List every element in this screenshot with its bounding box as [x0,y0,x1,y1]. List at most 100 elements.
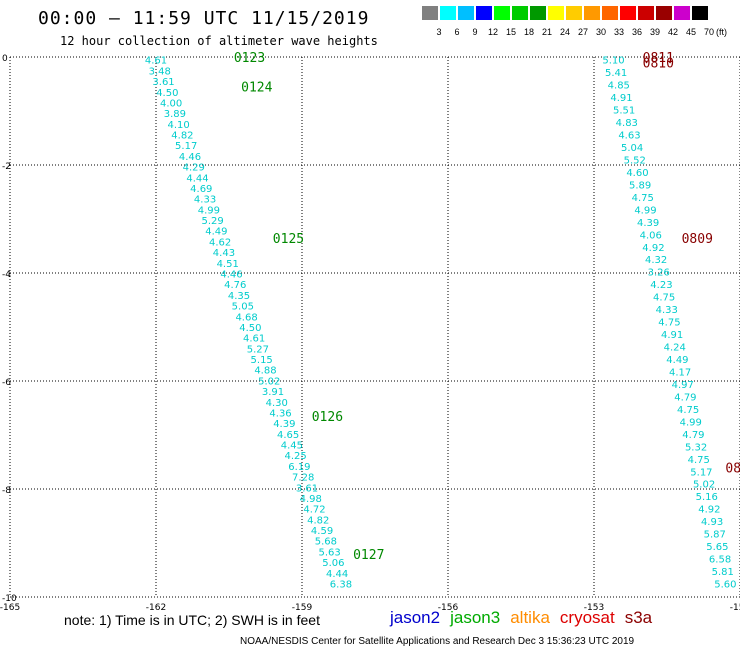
color-swatch [674,6,690,20]
note-text: note: 1) Time is in UTC; 2) SWH is in fe… [64,612,320,628]
time-label: 0124 [241,81,272,96]
data-label: 4.62 [209,237,231,248]
y-tick-label: 0 [2,54,8,64]
data-label: 4.36 [269,408,291,419]
x-tick-label: -162 [146,603,166,613]
data-label: 4.33 [656,305,678,316]
data-label: 5.63 [318,547,340,558]
data-label: 4.49 [666,355,688,366]
data-label: 4.79 [674,392,696,403]
data-label: 6.38 [330,580,352,591]
color-scale-label: 45 [685,27,696,37]
legend-altika: altika [510,608,550,627]
color-scale-label: 27 [577,27,588,37]
data-label: 4.75 [653,293,675,304]
data-label: 4.24 [664,343,686,354]
data-label: 4.35 [228,291,250,302]
y-tick-label: -6 [2,378,11,388]
color-scale-label: 6 [454,27,460,37]
data-label: 4.97 [672,380,694,391]
color-swatch [476,6,492,20]
color-swatch [620,6,636,20]
legend-jason3: jason3 [450,608,501,627]
color-swatch [602,6,618,20]
data-label: 4.92 [642,243,664,254]
data-label: 4.72 [303,505,325,516]
data-label: 4.91 [610,93,632,104]
data-label: 4.60 [626,168,648,179]
data-label: 5.04 [621,143,643,154]
data-label: 4.46 [179,152,201,163]
color-scale-label: 15 [505,27,516,37]
color-scale-label: 3 [436,27,442,37]
color-swatch [440,6,456,20]
data-label: 4.82 [171,131,193,142]
data-label: 4.44 [186,173,208,184]
color-scale-label: 12 [487,27,498,37]
data-label: 5.02 [258,376,280,387]
data-label: 4.29 [183,163,205,174]
color-scale-label: 9 [472,27,478,37]
color-swatch [458,6,474,20]
color-swatch [512,6,528,20]
data-label: 4.50 [239,323,261,334]
color-swatch [530,6,546,20]
data-label: 5.06 [322,558,344,569]
data-label: 4.61 [145,56,167,67]
color-swatch [692,6,708,20]
data-label: 5.17 [690,467,712,478]
color-scale-label: 70 [703,27,714,37]
data-label: 5.15 [251,355,273,366]
x-tick-label: -159 [292,603,313,613]
color-scale-label: 39 [649,27,660,37]
legend-cryosat: cryosat [559,608,615,627]
time-label: 0810 [643,56,674,71]
data-label: 4.10 [168,120,190,131]
data-label: 4.39 [273,419,295,430]
color-swatch [548,6,564,20]
data-label: 4.93 [701,517,723,528]
data-label: 5.16 [696,492,718,503]
data-label: 4.75 [688,455,710,466]
y-tick-label: -8 [2,486,11,496]
data-label: 7.28 [292,473,314,484]
data-label: 4.98 [300,494,322,505]
data-label: 4.50 [156,88,178,99]
y-tick-label: -10 [2,594,17,604]
x-tick-label: -153 [584,603,604,613]
data-label: 3.61 [152,77,174,88]
data-label: 3.48 [149,66,171,77]
legend-jason2: jason2 [390,608,441,627]
color-scale-label: 33 [613,27,624,37]
footer-credit: NOAA/NESDIS Center for Satellite Applica… [240,636,635,647]
data-label: 4.99 [634,205,656,216]
data-label: 4.06 [640,230,662,241]
data-label: 4.99 [680,417,702,428]
color-scale-label: 42 [667,27,678,37]
data-label: 4.65 [277,430,299,441]
data-label: 5.68 [315,537,337,548]
data-label: 6.58 [709,555,731,566]
color-swatch [566,6,582,20]
time-label: 080 [725,461,740,476]
data-label: 5.87 [704,530,726,541]
color-scale-unit: (ft) [716,27,727,37]
data-label: 4.83 [616,118,638,129]
data-label: 4.59 [311,526,333,537]
chart-title: 00:00 — 11:59 UTC 11/15/2019 [38,8,370,29]
data-label: 3.91 [262,387,284,398]
data-label: 4.39 [637,218,659,229]
data-label: 4.43 [213,248,235,259]
x-tick-label: -156 [438,603,459,613]
data-label: 4.88 [254,366,276,377]
data-label: 6.19 [288,462,310,473]
data-label: 3.61 [296,483,318,494]
data-label: 5.32 [685,442,707,453]
color-swatch [494,6,510,20]
data-label: 5.52 [624,155,646,166]
data-label: 4.33 [194,195,216,206]
data-label: 4.61 [243,334,265,345]
y-tick-label: -4 [2,270,11,280]
data-label: 5.89 [629,180,651,191]
